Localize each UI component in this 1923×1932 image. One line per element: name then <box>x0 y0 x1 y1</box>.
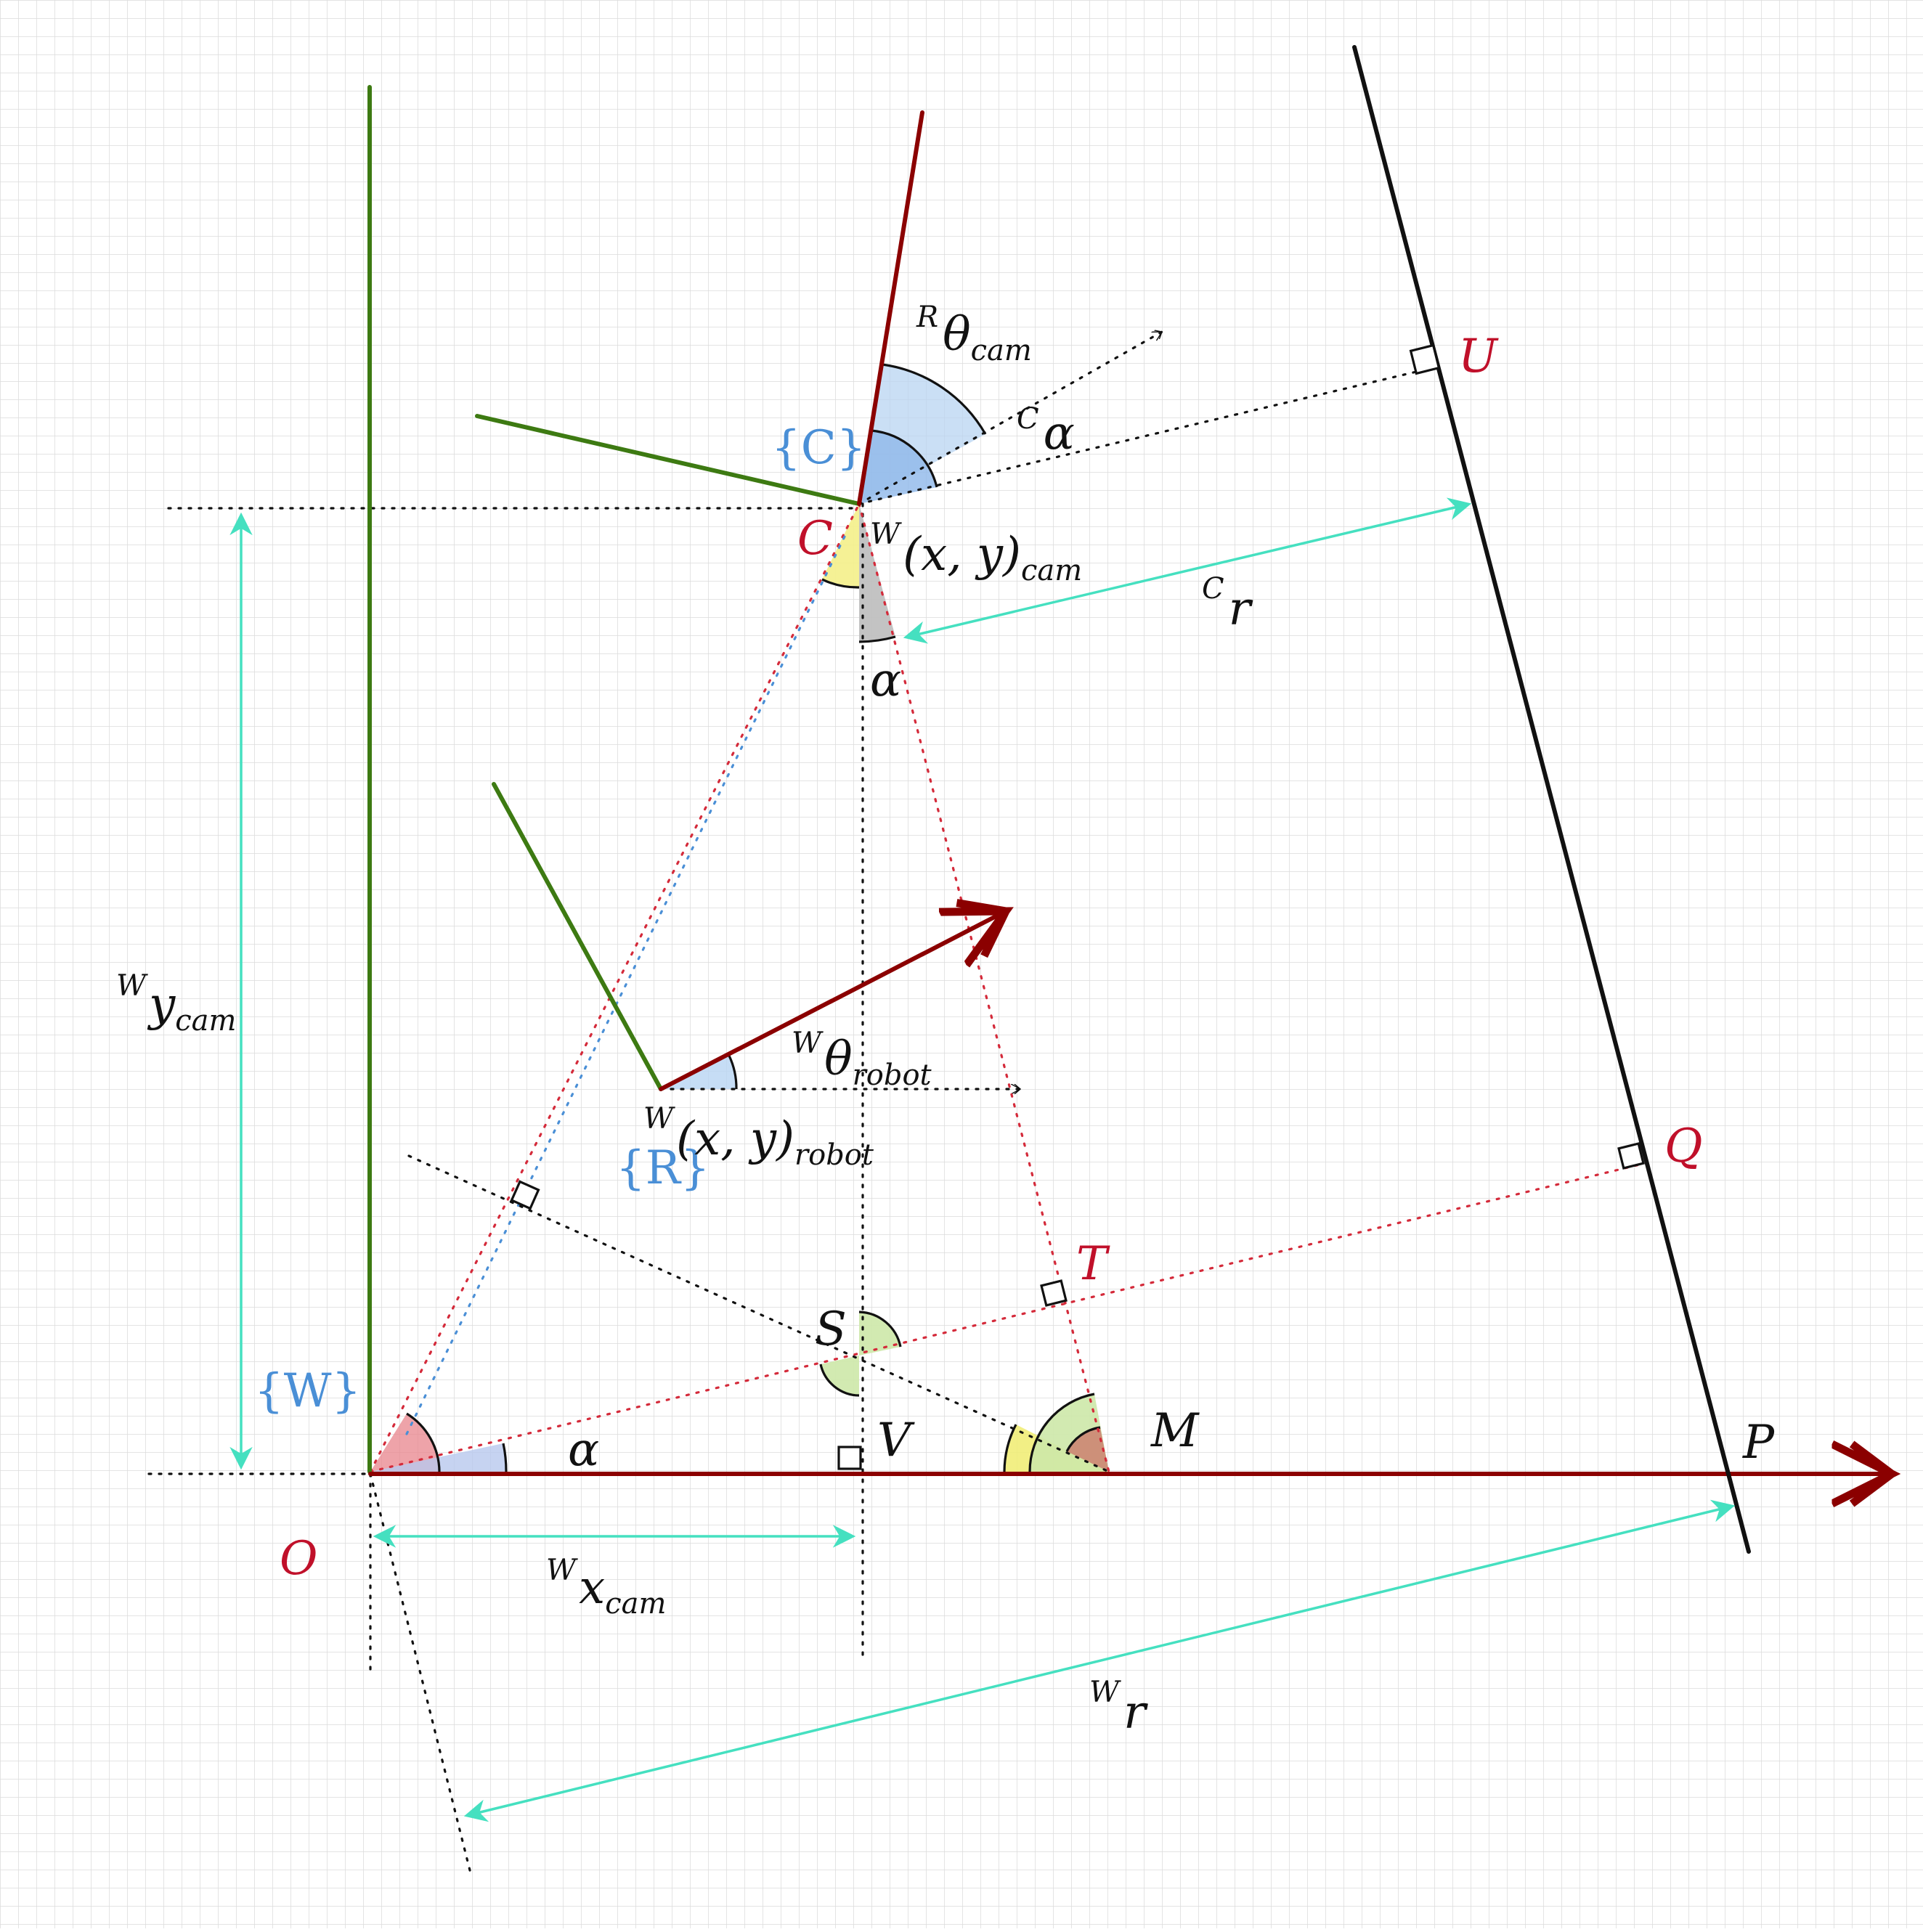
arc-o-red <box>406 1412 441 1472</box>
label-w-x-cam: Wxcam <box>546 1554 666 1621</box>
c-to-m-line <box>858 502 1110 1473</box>
dotted-red-lines <box>369 502 1644 1473</box>
dotted-black-lines <box>147 332 1427 1875</box>
label-w-theta-robot: Wθrobot <box>792 1027 932 1092</box>
label-q: Q <box>1664 1120 1702 1173</box>
label-c-r: Cr <box>1202 572 1253 636</box>
label-w-xy-cam: W(x, y)cam <box>870 518 1082 587</box>
label-o: O <box>280 1532 317 1586</box>
arc-s-upper <box>858 1311 902 1348</box>
right-angle-markers <box>510 343 1645 1470</box>
camera-red-axis <box>857 110 924 506</box>
label-u: U <box>1458 330 1499 383</box>
right-angle-q <box>1617 1142 1645 1170</box>
label-r-theta-cam: Rθcam <box>916 301 1032 367</box>
right-angle-o-normal <box>510 1180 540 1210</box>
label-frame-c: {C} <box>771 421 866 475</box>
point-labels: U Q T S V M P O C {C} {W} {R} α α <box>254 330 1775 1586</box>
label-t: T <box>1076 1237 1110 1291</box>
arc-m-green <box>1028 1393 1095 1472</box>
dim-c-r <box>903 497 1472 644</box>
robot-green-axis <box>492 782 663 1091</box>
solid-lines <box>367 45 1892 1554</box>
label-v: V <box>877 1414 915 1467</box>
label-s: S <box>815 1303 847 1356</box>
label-c-alpha: Cα <box>1017 402 1075 460</box>
robot-heading-arrow <box>659 911 1006 1091</box>
arc-theta-cam <box>882 363 987 435</box>
arc-c-alpha <box>871 429 938 488</box>
label-alpha-base: α <box>568 1423 599 1477</box>
label-w-xy-robot: W(x, y)robot <box>643 1102 874 1172</box>
label-c: C <box>797 512 833 566</box>
label-frame-w: {W} <box>254 1364 361 1418</box>
o-to-c-blue-dotted-line <box>405 532 847 1435</box>
right-angle-u <box>1409 343 1441 375</box>
label-m: M <box>1150 1404 1200 1458</box>
right-angle-t <box>1040 1279 1068 1307</box>
label-w-y-cam: Wycam <box>116 969 236 1038</box>
angle-c-alpha-wedge <box>859 431 937 504</box>
label-frame-r: {R} <box>616 1141 710 1195</box>
arc-robot-theta <box>728 1055 738 1090</box>
math-labels: Cα Rθcam W(x, y)cam W(x, y)robot Wθrobot… <box>116 301 1253 1740</box>
o-normal-line <box>369 1472 472 1875</box>
o-to-q-line <box>369 1162 1644 1473</box>
label-alpha-cam: α <box>870 653 901 707</box>
target-line <box>1352 45 1751 1554</box>
angle-s-upper-wedge <box>859 1312 900 1356</box>
angle-arcs <box>406 363 1101 1472</box>
angle-s-lower-wedge <box>821 1356 859 1395</box>
right-angle-v <box>837 1446 862 1470</box>
arc-m-yellow <box>1003 1424 1017 1472</box>
s-to-m-line <box>407 1154 1110 1473</box>
arc-s-lower <box>819 1364 860 1397</box>
arc-alpha-cam <box>858 635 896 643</box>
label-p: P <box>1742 1416 1775 1470</box>
arc-m-brown <box>1065 1426 1101 1452</box>
arc-o-alpha <box>502 1443 508 1472</box>
c-alpha-ray <box>858 332 1163 505</box>
label-w-r: Wr <box>1089 1676 1148 1740</box>
dim-w-r <box>463 1499 1736 1822</box>
camera-green-axis <box>475 414 861 506</box>
arc-c-yellow <box>821 578 860 589</box>
dimension-arrows <box>229 497 1736 1822</box>
